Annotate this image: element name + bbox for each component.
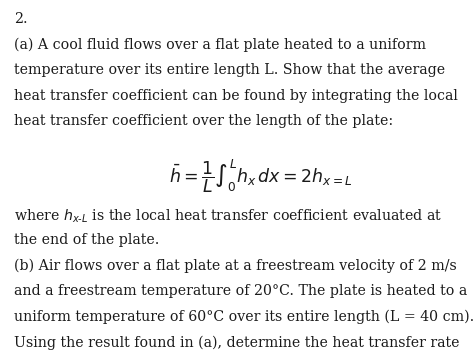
Text: (b) Air flows over a flat plate at a freestream velocity of 2 m/s: (b) Air flows over a flat plate at a fre… — [14, 259, 457, 273]
Text: $\bar{h} = \dfrac{1}{L}\int_{0}^{L} h_x \, dx = 2h_{x=L}$: $\bar{h} = \dfrac{1}{L}\int_{0}^{L} h_x … — [169, 157, 353, 195]
Text: uniform temperature of 60°C over its entire length (L = 40 cm).: uniform temperature of 60°C over its ent… — [14, 310, 474, 324]
Text: and a freestream temperature of 20°C. The plate is heated to a: and a freestream temperature of 20°C. Th… — [14, 284, 467, 298]
Text: heat transfer coefficient can be found by integrating the local: heat transfer coefficient can be found b… — [14, 89, 458, 103]
Text: the end of the plate.: the end of the plate. — [14, 233, 160, 247]
Text: heat transfer coefficient over the length of the plate:: heat transfer coefficient over the lengt… — [14, 114, 393, 128]
Text: where $h_{x\text{-}L}$ is the local heat transfer coefficient evaluated at: where $h_{x\text{-}L}$ is the local heat… — [14, 208, 443, 225]
Text: temperature over its entire length L. Show that the average: temperature over its entire length L. Sh… — [14, 63, 446, 77]
Text: Using the result found in (a), determine the heat transfer rate: Using the result found in (a), determine… — [14, 335, 460, 350]
Text: (a) A cool fluid flows over a flat plate heated to a uniform: (a) A cool fluid flows over a flat plate… — [14, 38, 426, 52]
Text: 2.: 2. — [14, 12, 28, 26]
